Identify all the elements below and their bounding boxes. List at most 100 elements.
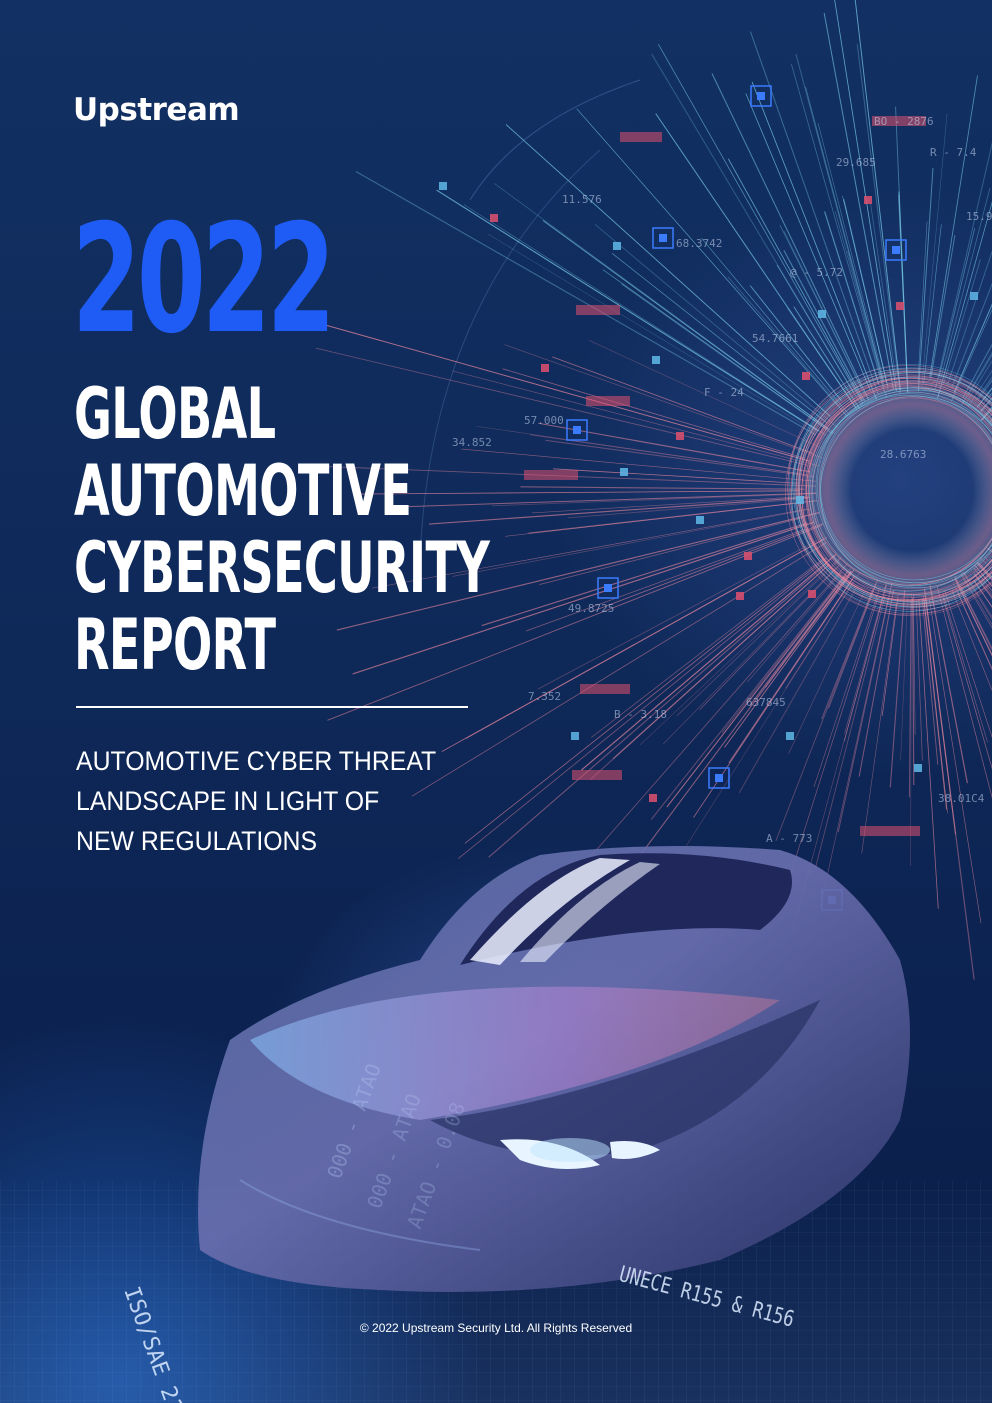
starburst-ray xyxy=(602,269,827,430)
starburst-ray xyxy=(844,583,887,734)
starburst-ray xyxy=(481,522,808,627)
starburst-ray xyxy=(315,347,810,466)
starburst-ray xyxy=(870,202,898,388)
starburst-ray xyxy=(921,597,939,765)
starburst-ray xyxy=(923,224,942,384)
starburst-ray xyxy=(795,53,885,384)
starburst-ray xyxy=(966,360,992,402)
starburst-ray xyxy=(711,73,869,400)
starburst-ray xyxy=(783,250,866,402)
starburst-ray xyxy=(791,63,885,391)
starburst-ray xyxy=(936,586,992,799)
starburst-ray xyxy=(701,238,848,414)
node-box xyxy=(597,577,619,599)
starburst-ray xyxy=(727,276,841,408)
starburst-ray xyxy=(951,309,992,402)
starburst-ray xyxy=(372,508,809,589)
node-square xyxy=(652,356,660,364)
starburst-ray xyxy=(817,122,885,381)
starburst-ray xyxy=(487,233,820,435)
starburst-ray xyxy=(728,578,854,764)
starburst-ray xyxy=(942,592,988,743)
starburst-ray xyxy=(576,108,848,417)
starburst-ray xyxy=(978,562,992,579)
starburst-ray xyxy=(699,565,839,711)
starburst-ray xyxy=(749,570,852,706)
node-square xyxy=(796,496,804,504)
starburst-ray xyxy=(843,584,887,742)
node-dot xyxy=(715,774,723,782)
starburst-ray xyxy=(492,493,817,507)
starburst-ray xyxy=(973,568,992,592)
starburst-ray xyxy=(961,351,992,406)
node-dot xyxy=(892,246,900,254)
starburst-ray xyxy=(834,0,897,391)
starburst-ray xyxy=(910,593,912,867)
starburst-ray xyxy=(824,211,880,385)
report-subtitle: AUTOMOTIVE CYBER THREAT LANDSCAPE IN LIG… xyxy=(76,741,462,861)
starburst-ray xyxy=(953,303,992,393)
subtitle-line: NEW REGULATIONS xyxy=(76,826,318,856)
starburst-ray xyxy=(639,555,842,746)
starburst-ray xyxy=(457,559,827,860)
starburst-ray xyxy=(594,224,838,428)
starburst-ray xyxy=(917,167,934,392)
ring-strand xyxy=(811,396,992,591)
data-bar xyxy=(576,305,620,315)
starburst-ray xyxy=(572,563,848,878)
ring-strand xyxy=(811,389,992,596)
ring-strand xyxy=(787,368,992,609)
title-line: GLOBAL xyxy=(74,373,276,455)
node-label: A - 773 xyxy=(766,832,812,845)
starburst-ray xyxy=(655,113,857,409)
starburst-ray xyxy=(676,557,842,717)
ring-strand xyxy=(797,380,992,601)
starburst-ray xyxy=(951,282,992,388)
starburst-ray xyxy=(837,582,893,833)
starburst-ray xyxy=(962,343,992,399)
starburst-ray xyxy=(934,141,992,390)
starburst-ray xyxy=(944,590,992,738)
starburst-ray xyxy=(960,571,992,626)
starburst-ray xyxy=(881,595,899,716)
starburst-ray xyxy=(738,588,857,794)
ring-strand xyxy=(796,374,992,598)
starburst-ray xyxy=(974,573,992,599)
node-label: @ - 5.72 xyxy=(790,266,843,279)
starburst-ray xyxy=(488,563,827,858)
node-square xyxy=(676,432,684,440)
starburst-ray xyxy=(974,565,992,587)
node-square xyxy=(613,242,621,250)
copyright-notice: © 2022 Upstream Security Ltd. All Rights… xyxy=(359,1321,633,1335)
data-bar xyxy=(872,116,926,126)
ring-strand xyxy=(819,397,992,585)
starburst-ray xyxy=(930,234,956,379)
starburst-ray xyxy=(580,554,837,771)
ring-strand xyxy=(806,380,992,595)
starburst-ray xyxy=(685,571,861,848)
node-square xyxy=(744,552,752,560)
ring-strand xyxy=(795,372,992,608)
starburst-ray xyxy=(502,368,805,459)
starburst-ray xyxy=(913,594,916,735)
starburst-ray xyxy=(591,557,824,738)
node-dot xyxy=(757,92,765,100)
starburst-ray xyxy=(960,574,992,629)
subtitle-line: AUTOMOTIVE CYBER THREAT xyxy=(76,746,437,776)
starburst-ray xyxy=(612,563,830,760)
title-divider xyxy=(76,706,468,708)
starburst-ray xyxy=(908,600,912,798)
node-square xyxy=(620,468,628,476)
starburst-ray xyxy=(787,598,878,884)
node-label: 68.3742 xyxy=(676,237,722,250)
ring-strand xyxy=(798,372,992,604)
node-square xyxy=(970,292,978,300)
starburst-ray xyxy=(539,517,804,585)
report-year: 2022 xyxy=(72,193,336,367)
starburst-ray xyxy=(942,259,981,385)
starburst-ray xyxy=(937,201,992,399)
node-box xyxy=(652,227,674,249)
starburst-ray xyxy=(828,579,878,709)
starburst-ray xyxy=(651,53,863,407)
node-label: 38.01C4 xyxy=(938,792,985,805)
